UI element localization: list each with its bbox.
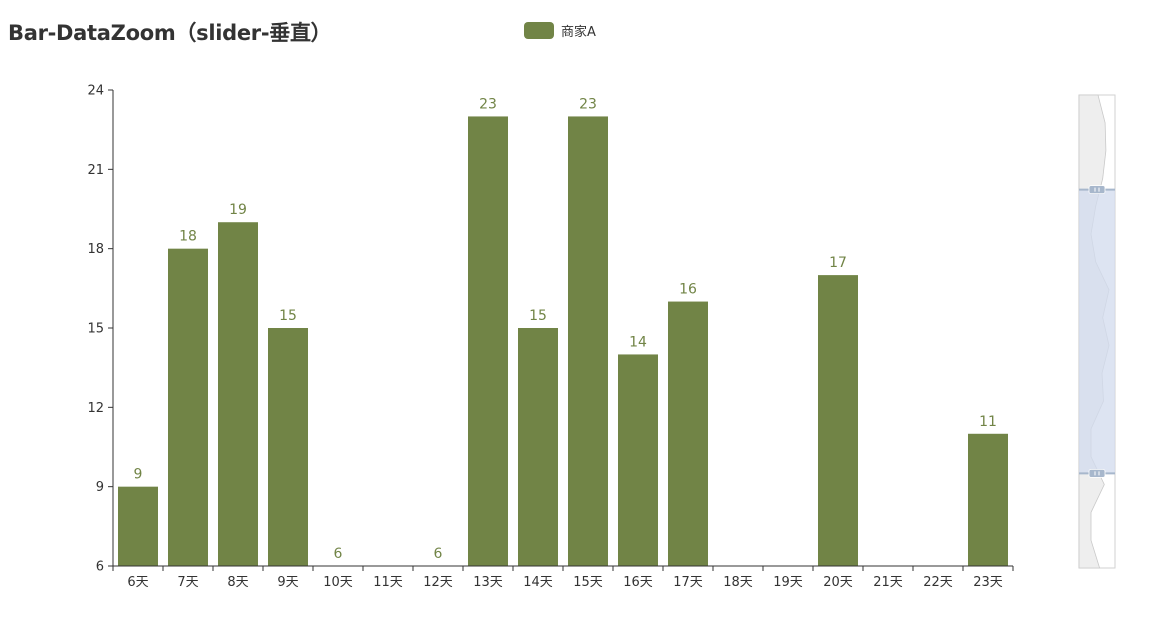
x-tick-label: 7天 [177, 575, 198, 590]
bar[interactable] [618, 354, 658, 566]
x-tick-label: 16天 [623, 575, 653, 590]
bar[interactable] [468, 116, 508, 566]
y-tick-label: 9 [96, 480, 104, 495]
data-label: 9 [134, 467, 143, 483]
bar[interactable] [668, 301, 708, 566]
x-tick-label: 12天 [423, 575, 453, 590]
data-label: 19 [229, 202, 247, 218]
bars-layer [118, 116, 1008, 566]
x-tick-label: 13天 [473, 575, 503, 590]
data-labels-layer: 9 18 19 15 6 6 23 15 23 14 16 17 11 [134, 96, 997, 562]
x-tick-label: 14天 [523, 575, 553, 590]
legend-swatch [524, 22, 554, 39]
y-tick-label: 15 [87, 322, 104, 337]
x-tick-label: 6天 [127, 575, 148, 590]
y-tick-label: 21 [87, 163, 104, 178]
bar[interactable] [818, 275, 858, 566]
data-label: 15 [529, 308, 547, 324]
legend[interactable]: 商家A [524, 21, 596, 40]
x-tick-label: 23天 [973, 575, 1003, 590]
legend-label: 商家A [561, 25, 596, 40]
bar[interactable] [968, 433, 1008, 566]
x-tick-label: 11天 [373, 575, 403, 590]
data-label: 11 [979, 414, 997, 430]
data-label: 23 [579, 96, 597, 112]
x-axis: 6天 7天 8天 9天 10天 11天 12天 13天 14天 15天 16天 17天 18天 19天 20… [112, 565, 1014, 590]
y-tick-label: 18 [87, 242, 104, 257]
x-tick-label: 15天 [573, 575, 603, 590]
slider-start-handle[interactable] [1088, 185, 1106, 195]
x-tick-label: 8天 [227, 575, 248, 590]
y-tick-label: 24 [87, 84, 104, 99]
data-label: 16 [679, 282, 697, 298]
bar[interactable] [168, 248, 208, 566]
bar[interactable] [218, 222, 258, 566]
datazoom-slider[interactable] [1078, 94, 1116, 569]
data-label: 14 [629, 334, 647, 350]
x-tick-label: 21天 [873, 575, 903, 590]
x-tick-label: 17天 [673, 575, 703, 590]
bar[interactable] [568, 116, 608, 566]
x-tick-label: 19天 [773, 575, 803, 590]
data-label: 18 [179, 229, 197, 245]
bar[interactable] [268, 328, 308, 566]
data-label: 23 [479, 96, 497, 112]
y-tick-label: 6 [96, 560, 104, 575]
data-label: 6 [334, 546, 343, 562]
x-tick-label: 18天 [723, 575, 753, 590]
x-tick-label: 10天 [323, 575, 353, 590]
x-tick-label: 9天 [277, 575, 298, 590]
x-tick-label: 20天 [823, 575, 853, 590]
x-tick-label: 22天 [923, 575, 953, 590]
slider-end-handle[interactable] [1088, 468, 1106, 478]
bar[interactable] [118, 486, 158, 566]
y-tick-label: 12 [87, 401, 104, 416]
y-axis: 6 9 12 15 18 21 24 [87, 84, 114, 575]
slider-window[interactable] [1079, 189, 1115, 474]
chart-title: Bar-DataZoom（slider-垂直） [8, 21, 332, 45]
data-label: 6 [434, 546, 443, 562]
data-label: 17 [829, 255, 847, 271]
data-label: 15 [279, 308, 297, 324]
bar[interactable] [518, 328, 558, 566]
